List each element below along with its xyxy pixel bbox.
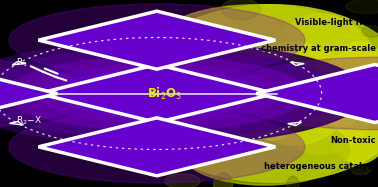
Text: chemistry at gram-scale: chemistry at gram-scale <box>261 44 376 53</box>
Polygon shape <box>256 65 378 122</box>
Polygon shape <box>39 65 275 122</box>
Ellipse shape <box>174 68 205 80</box>
Ellipse shape <box>0 42 367 145</box>
Ellipse shape <box>165 174 200 187</box>
Text: Non-toxic: Non-toxic <box>330 136 376 145</box>
Text: Visible-light flow: Visible-light flow <box>295 18 376 27</box>
Ellipse shape <box>150 92 164 95</box>
Ellipse shape <box>227 57 378 130</box>
Ellipse shape <box>152 21 180 38</box>
Ellipse shape <box>130 5 378 182</box>
Ellipse shape <box>194 46 229 72</box>
Ellipse shape <box>123 23 255 126</box>
Ellipse shape <box>9 111 305 183</box>
Text: heterogeneous catalyst: heterogeneous catalyst <box>263 162 376 171</box>
Ellipse shape <box>231 73 261 95</box>
Ellipse shape <box>261 14 378 154</box>
Ellipse shape <box>132 14 321 173</box>
Ellipse shape <box>287 176 299 187</box>
Ellipse shape <box>346 0 378 14</box>
Ellipse shape <box>222 0 260 20</box>
Ellipse shape <box>140 89 174 98</box>
Ellipse shape <box>169 96 193 106</box>
Ellipse shape <box>209 106 237 131</box>
Ellipse shape <box>57 69 256 118</box>
Text: R$_1$: R$_1$ <box>16 56 28 69</box>
Ellipse shape <box>167 107 183 133</box>
Ellipse shape <box>306 71 339 101</box>
Ellipse shape <box>183 22 197 52</box>
Ellipse shape <box>345 87 361 111</box>
Polygon shape <box>0 65 57 122</box>
Text: R$_2$$-$X: R$_2$$-$X <box>16 114 42 127</box>
Ellipse shape <box>151 79 265 164</box>
Ellipse shape <box>321 42 378 164</box>
Ellipse shape <box>81 75 233 112</box>
Ellipse shape <box>0 57 87 130</box>
Ellipse shape <box>257 122 287 140</box>
Ellipse shape <box>163 5 352 70</box>
Ellipse shape <box>352 166 370 175</box>
Ellipse shape <box>35 64 279 123</box>
Ellipse shape <box>0 49 340 138</box>
Ellipse shape <box>4 56 310 131</box>
Text: Bi$_2$O$_3$: Bi$_2$O$_3$ <box>147 85 182 102</box>
Ellipse shape <box>321 98 359 126</box>
Polygon shape <box>39 11 275 69</box>
Ellipse shape <box>104 80 210 107</box>
Ellipse shape <box>9 4 305 76</box>
Ellipse shape <box>238 42 352 145</box>
Ellipse shape <box>214 173 232 187</box>
Ellipse shape <box>204 127 217 151</box>
Ellipse shape <box>352 88 378 111</box>
Ellipse shape <box>204 53 227 73</box>
Ellipse shape <box>180 114 350 185</box>
Ellipse shape <box>272 80 318 114</box>
Polygon shape <box>39 118 275 176</box>
Ellipse shape <box>117 37 223 150</box>
Ellipse shape <box>134 88 180 99</box>
Ellipse shape <box>9 57 305 130</box>
Ellipse shape <box>362 26 378 37</box>
Ellipse shape <box>161 106 198 129</box>
Ellipse shape <box>146 91 168 96</box>
